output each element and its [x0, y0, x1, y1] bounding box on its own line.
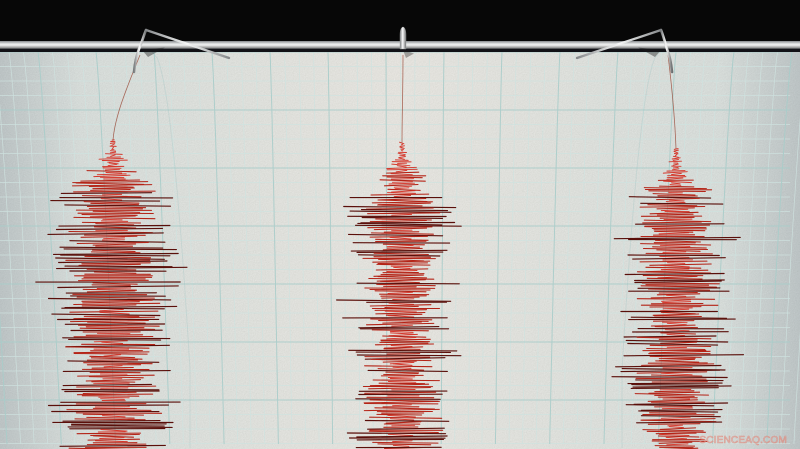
svg-text:SCIENCEAQ.COM: SCIENCEAQ.COM — [699, 435, 787, 446]
